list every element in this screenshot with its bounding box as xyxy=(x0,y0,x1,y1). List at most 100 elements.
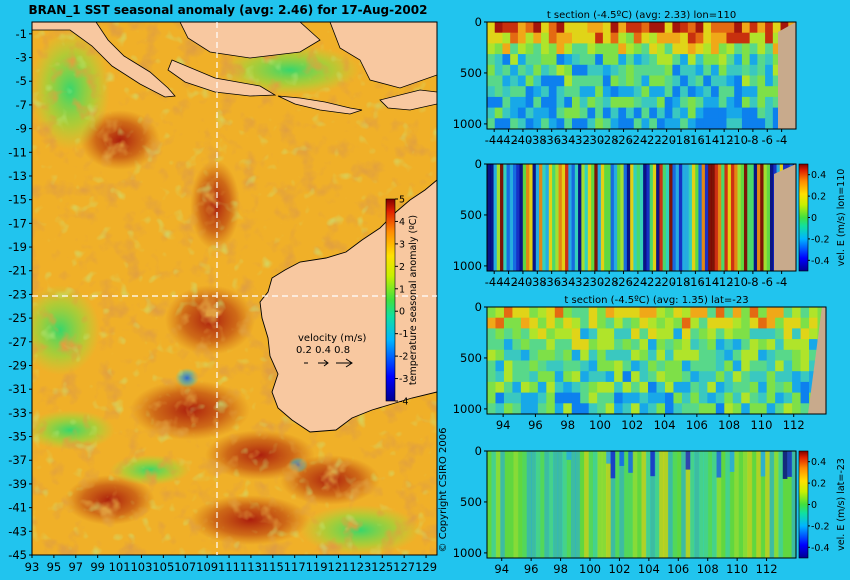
section-x-tick-label: 112 xyxy=(783,418,805,432)
section-cell xyxy=(610,54,619,66)
section-cell xyxy=(579,86,588,98)
section-cell xyxy=(673,371,683,383)
section-cell xyxy=(495,392,505,404)
section-cell xyxy=(548,451,554,558)
section-cell xyxy=(541,32,550,44)
section-cell xyxy=(772,75,781,87)
map-lon-tick-label: 105 xyxy=(152,560,174,574)
section-cell xyxy=(734,164,738,271)
section-cell xyxy=(568,164,573,271)
section-cell xyxy=(792,371,801,383)
section-cell xyxy=(517,107,527,119)
section-cell xyxy=(682,164,686,271)
section-cell xyxy=(648,349,657,361)
section-cell xyxy=(579,43,588,55)
section-cell xyxy=(707,451,713,558)
section-cell xyxy=(600,164,605,271)
section-x-tick-label: -34 xyxy=(557,275,576,289)
section-cell xyxy=(672,64,681,76)
section-cell xyxy=(564,107,573,119)
sst-colorbar-tick-label: -2 xyxy=(399,352,408,363)
section-cell xyxy=(695,96,704,108)
section-cell xyxy=(749,64,758,76)
section-cell xyxy=(595,43,604,55)
sst-colorbar-tick-label: 4 xyxy=(399,217,405,228)
sst-colorbar-tick-label: -1 xyxy=(399,329,408,340)
section-cell xyxy=(605,349,615,361)
section-cell xyxy=(703,43,712,55)
section-x-tick-label: -12 xyxy=(715,133,734,147)
section-cell xyxy=(487,317,496,329)
section-cell xyxy=(605,360,615,372)
section-cell xyxy=(533,75,542,87)
section-cell xyxy=(580,392,590,404)
section-cell xyxy=(622,328,632,340)
section-cell xyxy=(571,307,581,319)
section-cell xyxy=(695,118,704,130)
section-cell xyxy=(556,22,565,34)
section-cell xyxy=(522,164,527,271)
section-cell xyxy=(711,107,720,119)
section-land xyxy=(778,22,796,129)
velocity-colorbar-label: vel. E (m/s) lon=110 xyxy=(836,169,847,267)
sst-colorbar-tick-label: -3 xyxy=(399,374,408,385)
section-cell xyxy=(649,75,658,87)
section-cell xyxy=(537,381,547,393)
section-cell xyxy=(676,451,682,558)
sst-colorbar-tick-label: 1 xyxy=(399,284,405,295)
section-cell xyxy=(556,118,565,130)
section-cell xyxy=(783,360,793,372)
section-cell xyxy=(610,451,616,479)
section-cell xyxy=(597,164,602,271)
section-cell xyxy=(502,32,511,44)
section-cell xyxy=(588,339,598,351)
section-cell xyxy=(809,339,818,351)
sst-colorbar-tick-label: 2 xyxy=(399,262,405,273)
section-cell xyxy=(556,75,565,87)
section-cell xyxy=(656,86,666,98)
section-cell xyxy=(556,64,565,76)
section-cell xyxy=(673,328,683,340)
section-cell xyxy=(772,32,781,44)
section-cell xyxy=(783,317,793,329)
section-cell xyxy=(749,75,758,87)
section-cell xyxy=(664,381,674,393)
section-cell xyxy=(707,307,717,319)
section-cell xyxy=(595,96,604,108)
section-cell xyxy=(765,107,774,119)
velocity-colorbar-tick-label: 0.2 xyxy=(811,192,826,203)
section-cell xyxy=(724,392,734,404)
section-x-tick-label: 94 xyxy=(494,562,509,576)
section-cell xyxy=(622,349,632,361)
section-cell xyxy=(641,107,650,119)
section-cell xyxy=(766,339,776,351)
section-cell xyxy=(711,75,720,87)
section-cell xyxy=(556,96,565,108)
section-cell xyxy=(672,75,681,87)
section-cell xyxy=(639,403,649,415)
section-cell xyxy=(517,451,523,558)
section-cell xyxy=(792,317,801,329)
section-x-tick-label: -14 xyxy=(700,275,719,289)
section-cell xyxy=(509,164,514,271)
section-cell xyxy=(610,451,616,558)
section-cell xyxy=(732,371,742,383)
section-x-tick-label: -10 xyxy=(729,133,748,147)
section-cell xyxy=(711,96,720,108)
velocity-legend-values: 0.2 0.4 0.8 xyxy=(296,345,350,356)
section-cell xyxy=(566,451,572,460)
section-frame xyxy=(486,450,797,559)
section-cell xyxy=(656,118,666,130)
section-cell xyxy=(633,96,642,108)
section-cell xyxy=(571,371,581,383)
section-cell xyxy=(734,451,740,558)
section-cell xyxy=(703,96,712,108)
section-y-tick-label: 500 xyxy=(460,66,482,80)
section-cell xyxy=(546,403,556,415)
section-cell xyxy=(800,371,810,383)
section-cell xyxy=(639,317,649,329)
section-cell xyxy=(517,32,527,44)
section-cell xyxy=(698,164,703,271)
section-cell xyxy=(639,360,649,372)
section-cell xyxy=(510,43,519,55)
